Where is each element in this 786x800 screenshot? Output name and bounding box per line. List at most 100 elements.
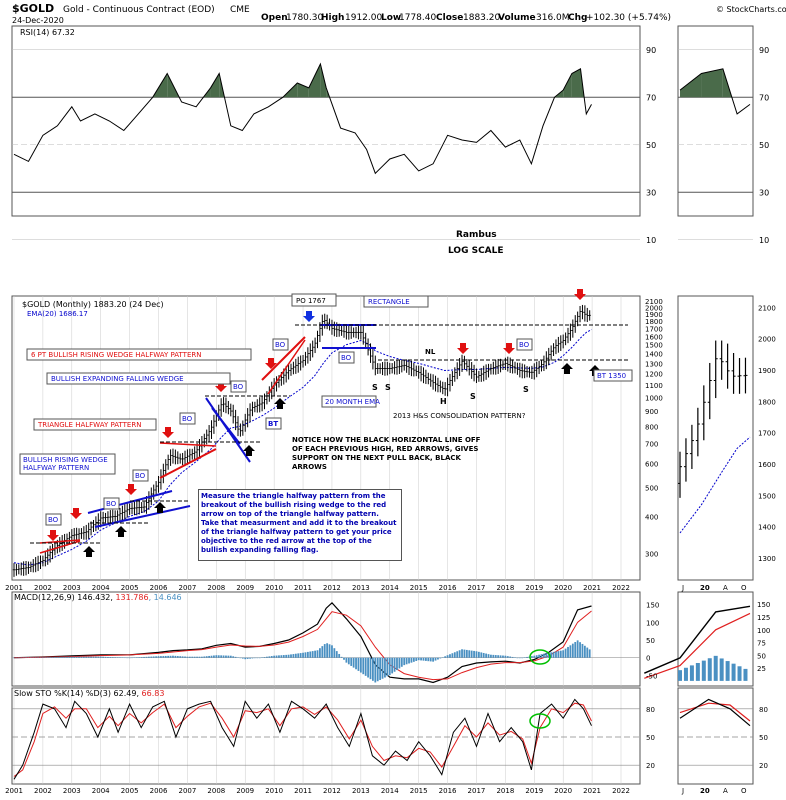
- rsi-tick-70: 70: [646, 93, 656, 102]
- macd-histogram-bar: [571, 643, 574, 658]
- macd-histogram-bar: [186, 656, 189, 658]
- price-tick-1100: 1100: [645, 382, 663, 390]
- macd-histogram-bar: [352, 657, 355, 668]
- macd-histogram-bar: [217, 655, 220, 658]
- macd-zoom-histogram-bar: [719, 658, 724, 681]
- macd-histogram-bar: [458, 650, 461, 658]
- zoom-cycle-a-sto: A: [723, 787, 728, 795]
- macd-histogram-bar: [393, 657, 396, 672]
- x-tick-sto-2008: 2008: [207, 787, 225, 795]
- halfway-wedge-label: 6 PT BULLISH RISING WEDGE HALFWAY PATTER…: [31, 351, 202, 359]
- price-tick-1700: 1700: [645, 325, 663, 333]
- sto-title-main: Slow STO %K(14) %D(3) 62.49,: [14, 689, 142, 698]
- bo-label-7: BO: [341, 354, 352, 362]
- nl-label: NL: [425, 348, 436, 356]
- macd-tick-150: 150: [646, 602, 659, 610]
- macd-histogram-bar: [268, 656, 271, 658]
- macd-histogram-bar: [475, 651, 478, 658]
- macd-histogram-bar: [32, 657, 35, 658]
- macd-histogram-bar: [63, 656, 66, 658]
- macd-histogram-bar: [506, 656, 509, 658]
- rsi-zoom-overbought-fill-43: [680, 73, 702, 98]
- bt1350-box: [593, 369, 633, 382]
- x-tick-price-2019: 2019: [525, 584, 543, 592]
- macd-histogram-bar: [263, 657, 266, 658]
- macd-histogram-bar: [176, 656, 179, 658]
- macd-histogram-bar: [588, 649, 591, 658]
- macd-zoom-histogram-bar: [713, 655, 718, 681]
- sto-title-d: 66.83: [142, 689, 165, 698]
- bo-box-1: [45, 513, 62, 526]
- macd-histogram-bar: [400, 657, 403, 667]
- macd-histogram-bar: [465, 649, 468, 658]
- x-tick-price-2010: 2010: [265, 584, 283, 592]
- bo-label-2: BO: [106, 500, 117, 508]
- macd-histogram-bar: [172, 655, 174, 658]
- bo-box-6: [272, 338, 289, 351]
- price-zoom-tick-1500: 1500: [758, 492, 776, 500]
- price-tick-500: 500: [645, 484, 658, 492]
- macd-histogram-bar: [68, 656, 71, 658]
- triangle-upper: [159, 442, 217, 447]
- macd-zoom-tick-125: 125: [757, 614, 770, 622]
- halfway-wedge-upper: [261, 336, 306, 381]
- x-tick-sto-2018: 2018: [496, 787, 514, 795]
- macd-histogram-bar: [85, 656, 88, 658]
- macd-signal-line: [13, 610, 592, 681]
- bo-label-4: BO: [182, 415, 193, 423]
- macd-histogram-bar: [372, 657, 374, 681]
- macd-histogram-bar: [410, 657, 413, 663]
- macd-histogram-bar: [374, 657, 377, 683]
- macd-histogram-bar: [509, 656, 512, 658]
- macd-histogram-bar: [126, 657, 129, 659]
- x-tick-sto-2021: 2021: [583, 787, 601, 795]
- macd-histogram-bar: [297, 653, 300, 658]
- x-tick-price-2012: 2012: [323, 584, 341, 592]
- price-zoom-tick-1900: 1900: [758, 367, 776, 375]
- open-label: Open: [261, 13, 288, 23]
- macd-histogram-bar: [432, 657, 435, 662]
- price-zoom-tick-1800: 1800: [758, 398, 776, 406]
- macd-tick-0: 0: [646, 655, 650, 663]
- rsi-line: [13, 62, 592, 175]
- price-zoom-tick-2000: 2000: [758, 336, 776, 344]
- log-scale-label: LOG SCALE: [448, 246, 504, 256]
- macd-histogram-bar: [80, 656, 83, 658]
- macd-zoom-panel: [677, 591, 754, 687]
- macd-histogram-bar: [559, 650, 562, 658]
- black-arrow-6: [561, 363, 573, 374]
- macd-histogram-bar: [461, 649, 463, 658]
- macd-histogram-bar: [244, 657, 247, 660]
- macd-histogram-bar: [350, 657, 353, 666]
- black-arrow-2: [115, 526, 127, 537]
- macd-histogram-bar: [78, 656, 80, 658]
- x-tick-price-2018: 2018: [496, 584, 514, 592]
- ema-label-box: [321, 395, 377, 408]
- x-tick-sto-2013: 2013: [352, 787, 370, 795]
- macd-histogram-bar: [37, 657, 39, 658]
- macd-histogram-bar: [138, 657, 141, 658]
- price-tick-800: 800: [645, 423, 658, 431]
- macd-histogram-bar: [275, 655, 278, 658]
- macd-histogram-bar: [463, 649, 466, 658]
- macd-histogram-bar: [270, 656, 273, 658]
- macd-zoom-histogram-bar: [707, 658, 712, 681]
- price-zoom-tick-1400: 1400: [758, 524, 776, 532]
- macd-histogram-bar: [143, 656, 145, 658]
- price-tick-2000: 2000: [645, 304, 663, 312]
- macd-histogram-bar: [131, 657, 133, 659]
- macd-histogram-bar: [147, 656, 150, 658]
- macd-histogram-bar: [323, 644, 326, 658]
- measure-text: Measure the triangle halfway pattern fro…: [198, 489, 402, 561]
- rsi-overbought-fill-43: [563, 73, 572, 98]
- x-tick-sto-2017: 2017: [468, 787, 486, 795]
- macd-histogram-bar: [44, 657, 47, 658]
- expanding-wedge-box: [46, 372, 231, 385]
- macd-histogram-bar: [331, 645, 333, 658]
- macd-histogram-bar: [246, 657, 249, 659]
- black-arrow-1: [83, 546, 95, 557]
- small-triangle-upper: [39, 539, 81, 544]
- volume-value: 316.0M: [536, 13, 570, 23]
- macd-histogram-bar: [157, 656, 160, 658]
- x-tick-price-2015: 2015: [410, 584, 428, 592]
